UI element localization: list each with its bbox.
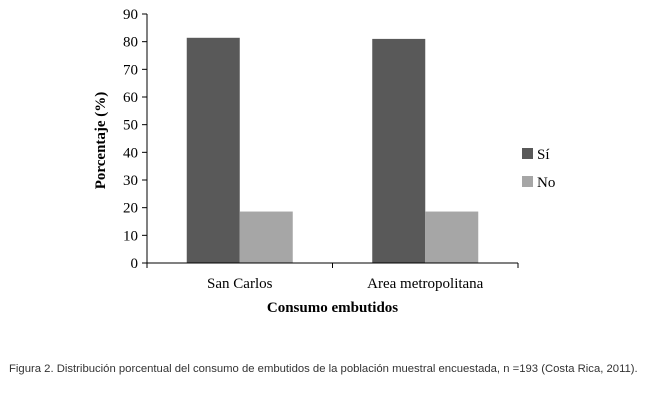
figure-caption: Figura 2. Distribución porcentual del co… (9, 363, 638, 375)
legend: Sí No (522, 147, 555, 191)
y-tick-label: 90 (123, 7, 138, 23)
y-tick-label: 10 (123, 228, 138, 244)
legend-label: Sí (537, 147, 550, 163)
y-axis-title: Porcentaje (%) (93, 92, 109, 190)
y-tick-label: 50 (123, 118, 138, 134)
legend-swatch (522, 176, 533, 187)
bar-chart: 0 10 20 30 40 50 60 70 80 90 San Carlos Area metro… (93, 7, 555, 316)
bar-no (239, 211, 293, 263)
y-tick-label: 60 (123, 90, 138, 106)
y-axis-ticks: 0 10 20 30 40 50 60 70 80 90 (123, 7, 147, 272)
x-axis-ticks: San Carlos Area metropolitana (146, 263, 519, 292)
legend-swatch (522, 148, 533, 159)
y-tick-label: 30 (123, 173, 138, 189)
x-axis-title: Consumo embutidos (267, 300, 398, 316)
x-tick-label: San Carlos (207, 276, 273, 292)
y-tick-label: 70 (123, 62, 138, 78)
bars (186, 37, 479, 264)
x-tick-label: Area metropolitana (367, 276, 484, 292)
bar-si (372, 38, 426, 264)
y-tick-label: 40 (123, 145, 138, 161)
y-tick-label: 80 (123, 35, 138, 51)
legend-label: No (537, 175, 555, 191)
bar-no (425, 211, 479, 263)
y-tick-label: 0 (131, 256, 139, 272)
bar-si (186, 37, 240, 263)
y-tick-label: 20 (123, 201, 138, 217)
